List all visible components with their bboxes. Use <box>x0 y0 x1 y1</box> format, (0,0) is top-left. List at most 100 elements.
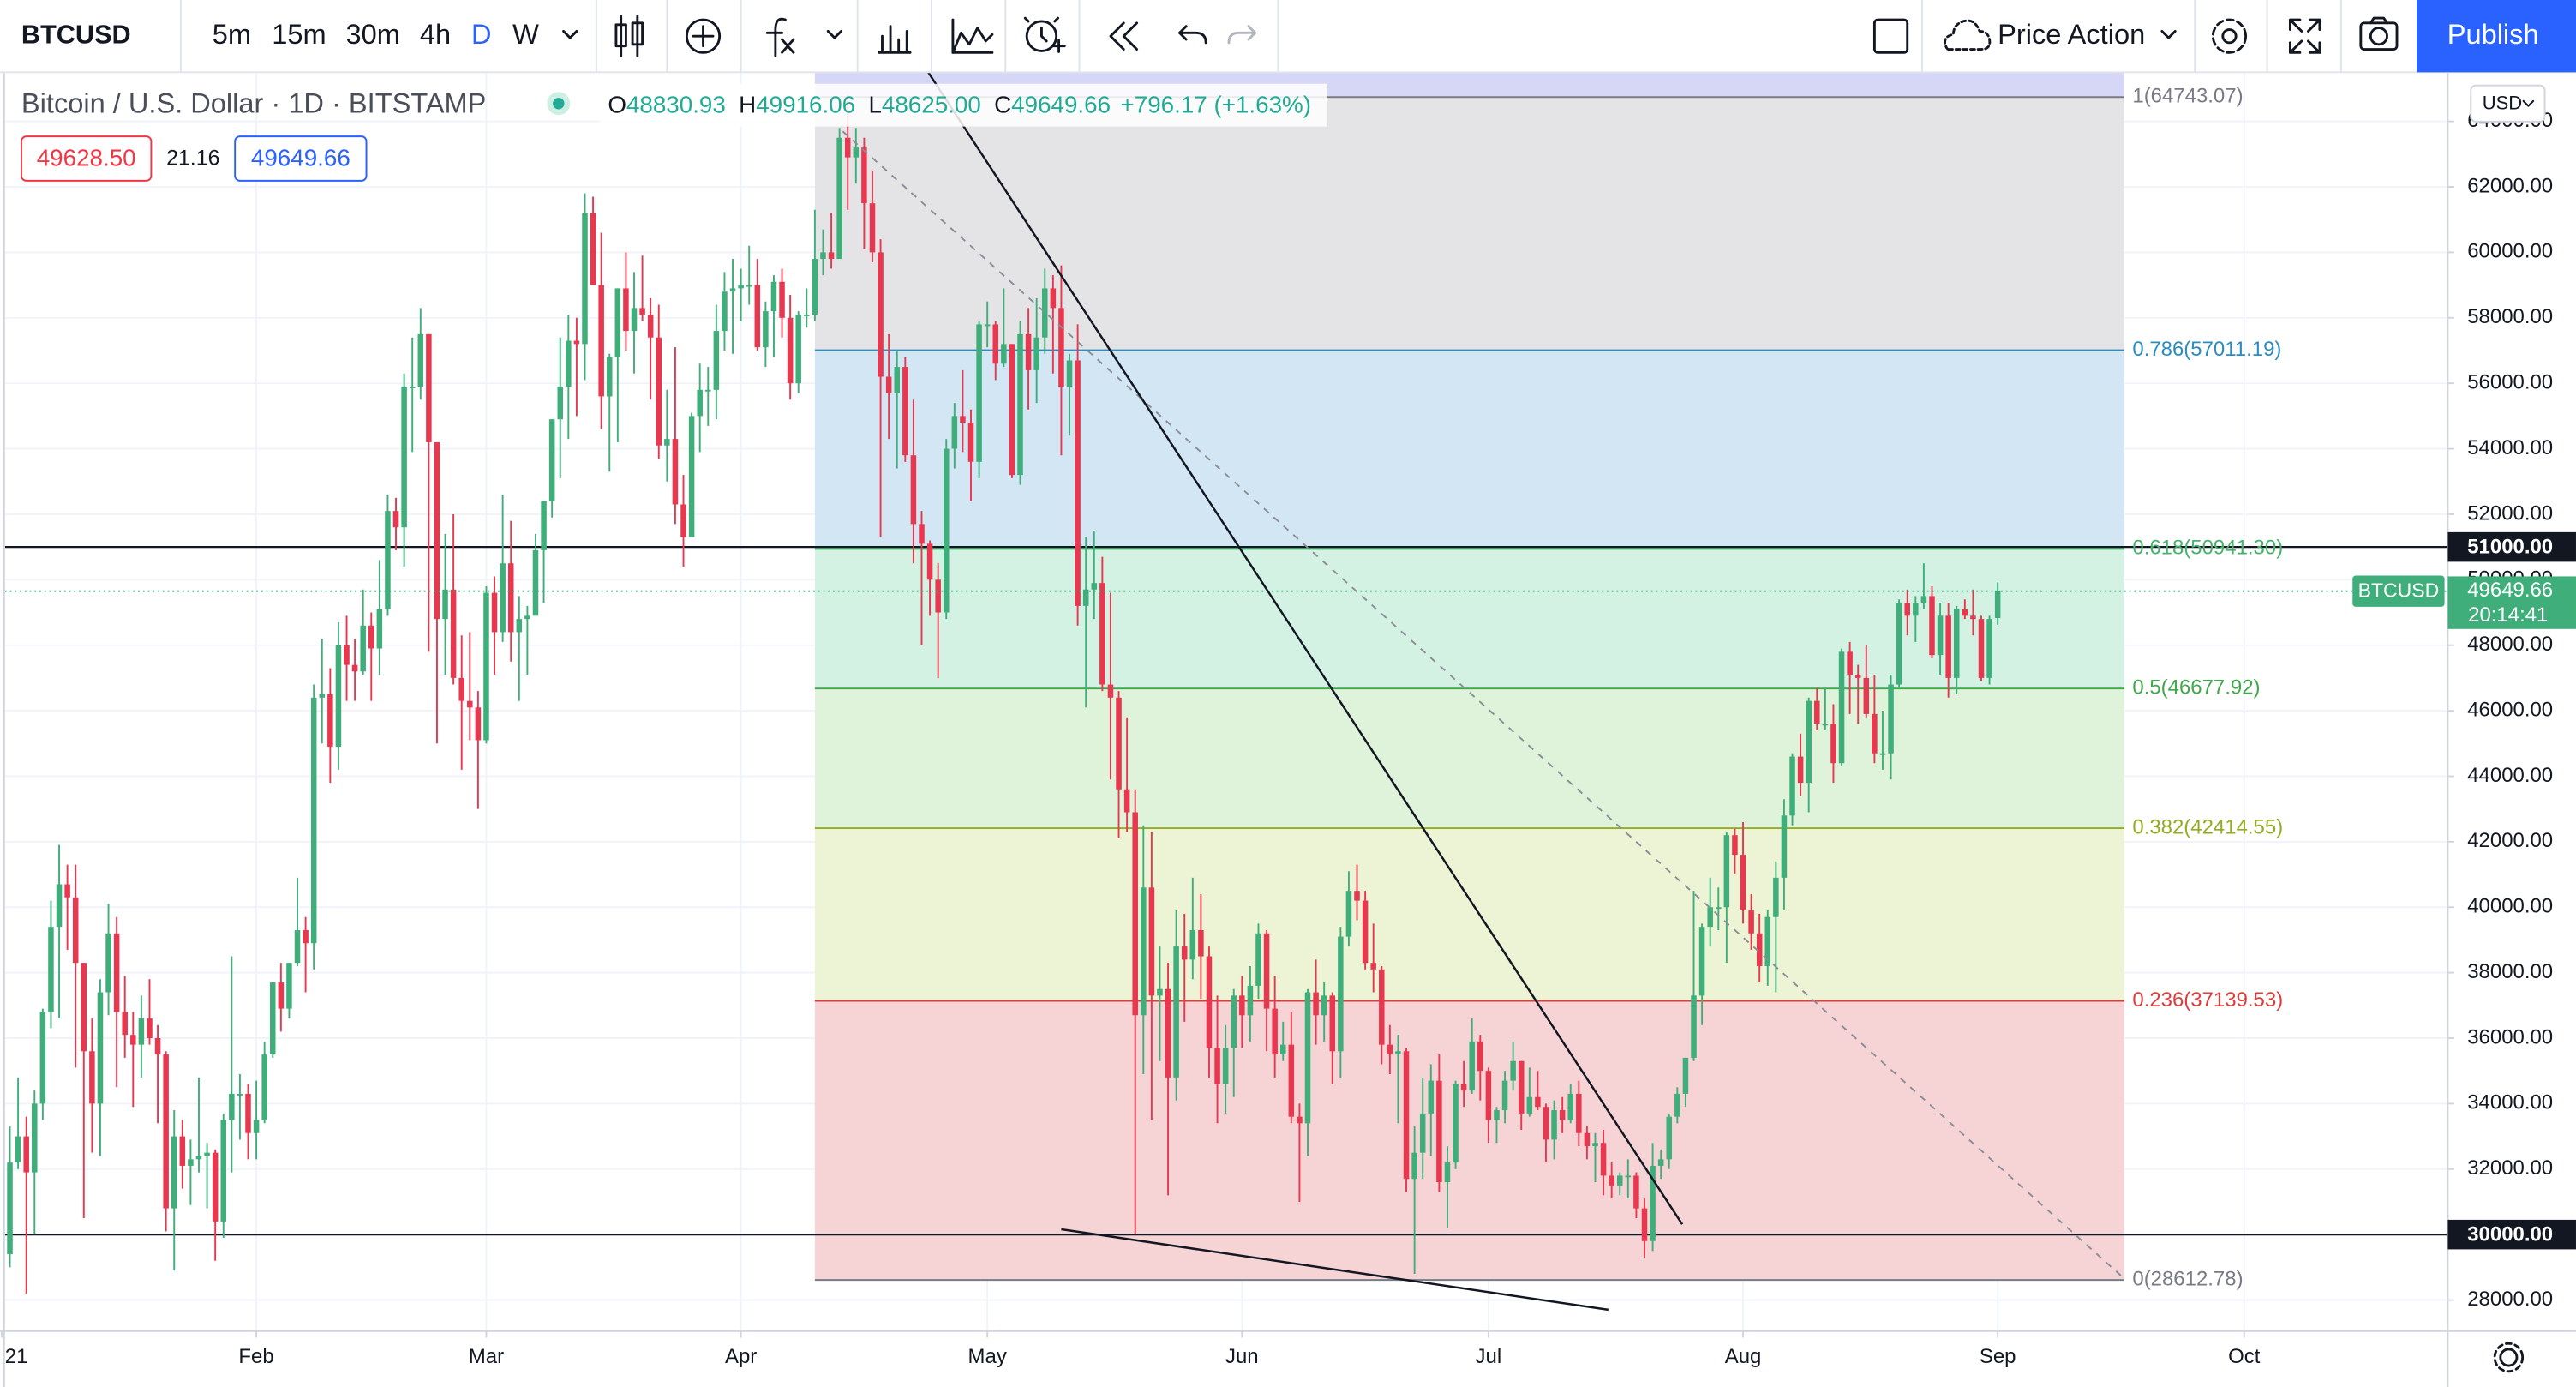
candle-body <box>245 1093 251 1133</box>
snapshot-icon[interactable] <box>2359 16 2399 51</box>
cloud-icon[interactable] <box>1944 19 1992 51</box>
candle-body <box>1379 969 1385 1045</box>
candle-body <box>1091 583 1098 590</box>
candle-body <box>1740 855 1746 911</box>
settings-icon[interactable] <box>2211 18 2248 54</box>
layout-icon[interactable] <box>1872 18 1909 54</box>
candle-body <box>1157 988 1163 996</box>
fx-icon[interactable] <box>765 17 842 57</box>
chevron[interactable] <box>562 29 578 39</box>
gear-icon[interactable] <box>2499 1348 2519 1367</box>
candle-body <box>557 386 564 420</box>
candle-body <box>1370 963 1376 970</box>
candle-body <box>516 619 523 633</box>
candle-body <box>1970 615 1976 620</box>
candle-body <box>220 1120 227 1222</box>
candle-body <box>319 694 326 698</box>
interval[interactable]: 30m <box>346 18 400 50</box>
candle-body <box>417 333 424 387</box>
candle-body <box>885 376 892 393</box>
y-tick-label: 48000.00 <box>2467 633 2553 656</box>
intervals: 5m 15m 30m 4h D W <box>213 18 539 50</box>
candle-body <box>623 288 629 332</box>
candle-body <box>1814 700 1820 724</box>
layout-name[interactable]: Price Action <box>1998 18 2145 50</box>
candle-body <box>606 357 613 397</box>
y-tick-label: 42000.00 <box>2467 829 2553 852</box>
candle-body <box>967 423 974 462</box>
bid-box <box>20 135 153 182</box>
publish-label[interactable]: Publish <box>2447 18 2539 50</box>
candle-body <box>598 285 604 397</box>
candle-body <box>491 592 498 633</box>
gear-icon[interactable] <box>2493 1342 2525 1373</box>
candle-body <box>1321 995 1327 1016</box>
fullscreen-icon[interactable] <box>2288 18 2321 54</box>
toolbar-bg <box>0 0 2576 73</box>
candle-body <box>1707 907 1713 928</box>
candle-body <box>1460 1084 1467 1091</box>
symbol[interactable]: BTCUSD <box>21 20 131 49</box>
redo-icon[interactable] <box>1227 25 1257 45</box>
candle-body <box>770 281 777 312</box>
add-indicator-icon[interactable] <box>685 18 722 54</box>
y-tick-label: 40000.00 <box>2467 895 2553 918</box>
interval[interactable]: W <box>512 18 539 50</box>
axis-settings[interactable] <box>2493 1342 2525 1373</box>
currency-box[interactable] <box>2470 84 2546 123</box>
candle-body <box>1567 1093 1573 1120</box>
interval[interactable]: D <box>471 18 492 50</box>
templates-icon[interactable] <box>878 25 912 54</box>
candle-body <box>566 340 572 387</box>
legend-bg <box>599 83 1328 127</box>
candle-body <box>1181 946 1188 960</box>
fib-band <box>814 828 2124 1001</box>
trend-line <box>842 130 2125 1280</box>
alert-icon[interactable] <box>1023 16 1066 53</box>
candle-body <box>1888 684 1894 754</box>
candle-body <box>590 213 596 285</box>
candle-body <box>1945 615 1951 678</box>
currency-button[interactable]: USD <box>2470 84 2546 123</box>
candle-body <box>500 563 506 633</box>
currency-label[interactable]: USD <box>2483 93 2523 114</box>
candle-body <box>1748 910 1754 934</box>
candle-body <box>1666 1116 1673 1160</box>
price-badge-countdown: 20:14:41 <box>2468 603 2548 627</box>
candle-body <box>1863 677 1870 714</box>
candle-body <box>1329 995 1336 1052</box>
replay-icon[interactable] <box>1109 21 1139 51</box>
candle-body <box>89 1051 95 1104</box>
candle-body <box>869 203 876 253</box>
candle-body <box>138 1018 145 1045</box>
interval[interactable]: 5m <box>213 18 251 50</box>
candle-body <box>113 933 120 1012</box>
candle-body <box>1510 1060 1516 1081</box>
candle-body <box>1797 756 1804 784</box>
y-tick-label: 38000.00 <box>2467 960 2553 983</box>
candle-body <box>1518 1060 1525 1114</box>
candle-body <box>722 291 728 332</box>
candles-icon[interactable] <box>614 15 644 57</box>
publish-button[interactable] <box>2417 0 2576 73</box>
trend-line <box>927 72 1684 1225</box>
candle-body <box>1953 609 1960 678</box>
fib-level-label: 0.236(37139.53) <box>2132 988 2283 1012</box>
candle-body <box>573 340 580 345</box>
candle-body <box>147 1018 153 1039</box>
chevron[interactable] <box>2160 29 2177 39</box>
interval[interactable]: 15m <box>272 18 326 50</box>
undo-icon[interactable] <box>1178 25 1207 45</box>
candle-body <box>1198 929 1204 957</box>
candle-body <box>32 1103 38 1173</box>
change: +796.17 (+1.63%) <box>1121 92 1311 118</box>
compare-icon[interactable] <box>951 18 994 54</box>
candle-body <box>1773 877 1779 917</box>
x-tick-label: Sep <box>1980 1345 2016 1368</box>
candle-body <box>935 579 941 613</box>
candle-body <box>787 317 794 384</box>
interval[interactable]: 4h <box>420 18 451 50</box>
candle-body <box>1584 1132 1591 1147</box>
candle-body <box>1255 933 1261 986</box>
symbol-badge <box>2352 575 2445 607</box>
